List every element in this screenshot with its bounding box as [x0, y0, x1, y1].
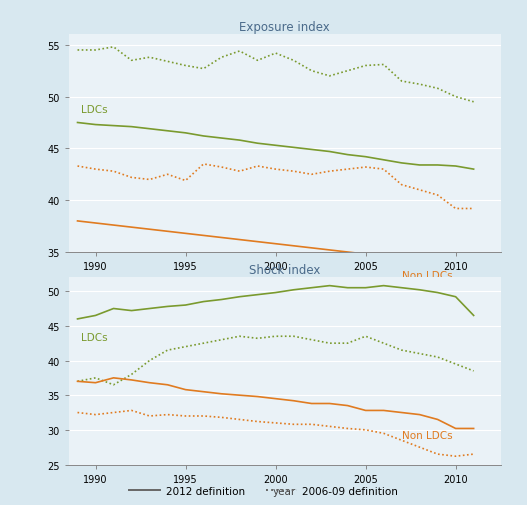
X-axis label: year: year — [273, 486, 296, 496]
Text: LDCs: LDCs — [81, 332, 108, 342]
Title: Shock index: Shock index — [249, 264, 320, 277]
Text: Non LDCs: Non LDCs — [402, 270, 452, 280]
Legend: 2012 definition, 2006-09 definition: 2012 definition, 2006-09 definition — [125, 481, 402, 500]
X-axis label: year: year — [273, 274, 296, 284]
Text: LDCs: LDCs — [81, 105, 108, 115]
Text: Non LDCs: Non LDCs — [402, 430, 452, 440]
Title: Exposure index: Exposure index — [239, 21, 330, 34]
